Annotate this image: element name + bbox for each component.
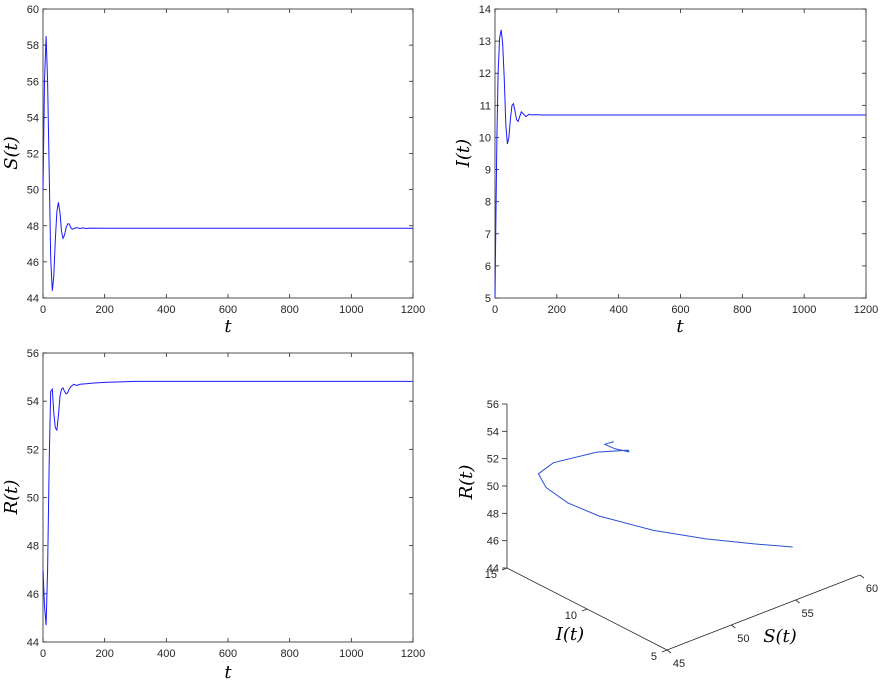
- panel-r-of-t: 0 200 400 600 800 1000 1200 44 46 48 50 52 54 56 t R(t): [1, 348, 425, 683]
- r-tick-label: 52: [487, 454, 499, 466]
- plot-frame: [42, 352, 414, 643]
- x-tick-label: 600: [219, 304, 237, 316]
- r-axis-label: R(t): [456, 465, 477, 501]
- x-tick-label: 0: [492, 304, 498, 316]
- x-tick-label: 400: [609, 304, 627, 316]
- y-tick-label: 48: [27, 221, 39, 233]
- i-tick-label: 15: [485, 569, 497, 581]
- x-tick-label: 1000: [792, 304, 816, 316]
- x-tick-label: 1200: [401, 648, 425, 660]
- s-tick-mark: [666, 649, 672, 654]
- y-tick-label: 52: [27, 149, 39, 161]
- y-tick-label: 54: [27, 112, 39, 124]
- s-tick-mark: [795, 599, 800, 604]
- s-tick-mark: [731, 624, 736, 629]
- y-tick-label: 10: [479, 132, 491, 144]
- s-axis-label: S(t): [763, 626, 797, 647]
- y-tick-label: 56: [27, 76, 39, 88]
- y-tick-label: 11: [480, 100, 491, 112]
- r-tick-label: 48: [487, 508, 499, 520]
- y-tick-label: 60: [27, 4, 39, 16]
- panel-i-of-t: 0 200 400 600 800 1000 1200 5 6 7 8 9 10 11 12 13 14 t I(t…: [453, 4, 878, 337]
- y-tick-label: 46: [27, 589, 39, 601]
- series-line: [494, 29, 866, 299]
- r-tick-label: 56: [487, 399, 499, 411]
- series-line: [42, 36, 413, 291]
- y-tick-label: 50: [27, 493, 39, 505]
- y-tick-label: 5: [485, 293, 491, 305]
- i-tick-mark: [661, 649, 668, 653]
- i-tick-label: 10: [565, 610, 577, 622]
- y-tick-label: 6: [485, 261, 491, 273]
- x-axis-label: t: [224, 662, 232, 683]
- s-tick-label: 50: [737, 633, 749, 645]
- x-tick-label: 1000: [339, 648, 363, 660]
- r-tick-label: 54: [487, 426, 499, 438]
- r-tick-label: 46: [487, 536, 499, 548]
- y-tick-label: 48: [27, 541, 39, 553]
- y-tick-label: 50: [27, 185, 39, 197]
- y-axis-label: I(t): [453, 139, 474, 168]
- x-axis-label: t: [224, 316, 232, 337]
- phase-trajectory: [537, 440, 793, 548]
- x-tick-label: 1000: [339, 304, 363, 316]
- x-tick-label: 200: [95, 648, 113, 660]
- y-tick-label: 46: [27, 257, 39, 269]
- y-tick-label: 9: [485, 165, 491, 177]
- i-axis-label: I(t): [555, 624, 584, 645]
- y-tick-label: 44: [27, 637, 39, 649]
- plot-frame: [494, 8, 867, 299]
- s-tick-mark: [859, 574, 865, 579]
- y-tick-label: 12: [479, 68, 491, 80]
- y-tick-label: 7: [485, 229, 491, 241]
- x-tick-label: 0: [40, 648, 46, 660]
- r-tick-label: 44: [487, 563, 499, 575]
- x-tick-label: 400: [157, 648, 175, 660]
- panel-s-of-t: 0 200 400 600 800 1000 1200 44 46 48 50 52 54 56 58 60 t…: [1, 4, 425, 337]
- r-tick-label: 50: [487, 481, 499, 493]
- y-tick-label: 58: [27, 40, 39, 52]
- x-tick-label: 200: [95, 304, 113, 316]
- x-tick-label: 600: [219, 648, 237, 660]
- x-tick-label: 800: [733, 304, 751, 316]
- x-tick-label: 1200: [401, 304, 425, 316]
- y-tick-label: 52: [27, 444, 39, 456]
- s-tick-label: 60: [866, 583, 878, 595]
- s-tick-label: 55: [802, 608, 814, 620]
- y-axis-label: S(t): [1, 136, 22, 170]
- y-tick-label: 14: [479, 4, 491, 16]
- x-tick-label: 1200: [854, 304, 878, 316]
- i-tick-mark: [581, 608, 588, 612]
- x-tick-label: 800: [280, 648, 298, 660]
- y-tick-label: 8: [485, 197, 491, 209]
- x-tick-label: 600: [671, 304, 689, 316]
- y-axis-label: R(t): [1, 480, 22, 516]
- plot-frame: [42, 8, 414, 299]
- x-tick-label: 800: [280, 304, 298, 316]
- y-tick-label: 13: [479, 36, 491, 48]
- x-tick-label: 200: [548, 304, 566, 316]
- x-tick-label: 400: [157, 304, 175, 316]
- y-tick-label: 44: [27, 293, 39, 305]
- s-tick-label: 45: [673, 658, 685, 670]
- y-tick-label: 56: [27, 348, 39, 360]
- y-tick-label: 54: [27, 396, 39, 408]
- x-tick-label: 0: [40, 304, 46, 316]
- i-tick-label: 5: [651, 651, 657, 663]
- s-axis-line: [666, 574, 861, 651]
- x-axis-label: t: [676, 316, 684, 337]
- series-line: [42, 380, 413, 626]
